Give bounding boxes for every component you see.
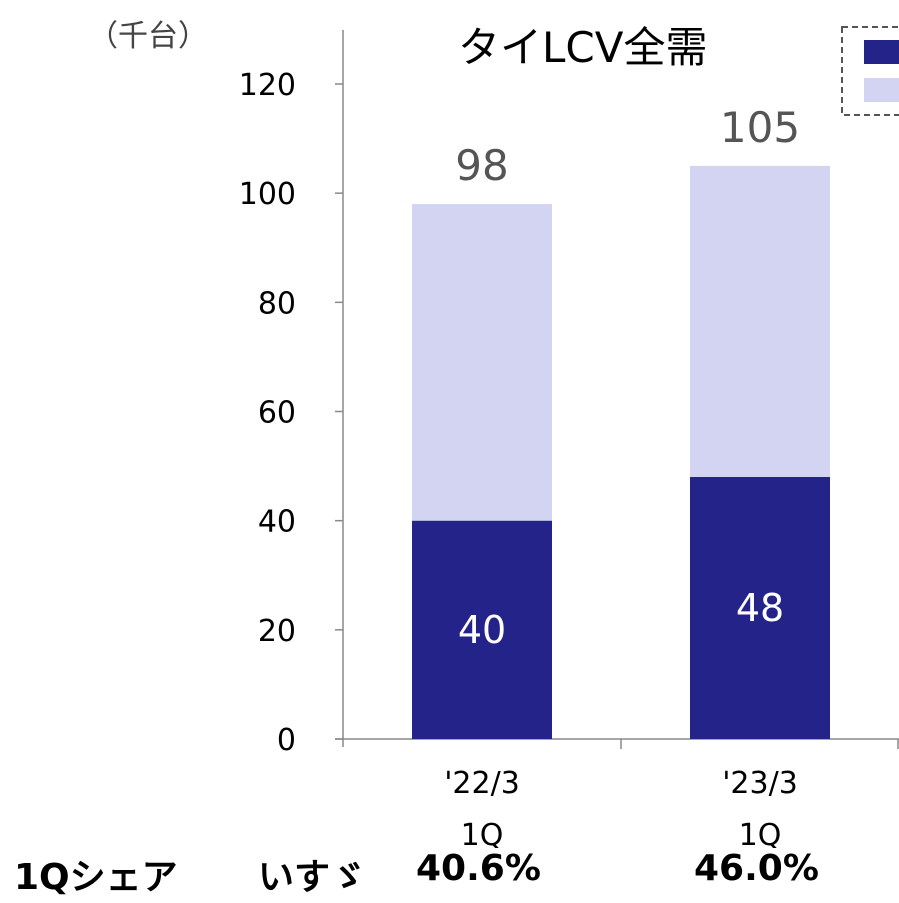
segment-label: 48 [736,586,784,630]
bars [412,165,830,739]
legend-swatch-1 [864,40,899,64]
data-labels: 40 98 48 105 [455,103,800,652]
total-label: 105 [720,103,800,152]
bar-segment [690,165,830,477]
share-value-1: 46.0% [694,848,819,889]
y-tick-label: 120 [239,68,296,103]
x-category-label: 1Q [739,818,782,848]
share-row-brand: いすゞ [258,857,367,898]
y-tick-label: 80 [258,286,296,321]
bar-segment [690,477,830,739]
total-label: 98 [455,141,508,190]
share-value-0: 40.6% [416,848,541,889]
legend [841,26,899,116]
x-category-label: '23/3 [722,766,798,801]
segment-label: 40 [458,608,506,652]
chart: （千台） タイLCV全需 0 20 40 60 80 100 120 '22/3 1Q '23/3… [88,19,899,848]
share-row-label: 1Qシェア [14,857,178,898]
axes: 0 20 40 60 80 100 120 '22/3 1Q '23/3 1Q [239,30,899,848]
x-category-label: 1Q [461,818,504,848]
share-row: 1Qシェア いすゞ 40.6% 46.0% [0,848,899,903]
y-tick-label: 20 [258,614,296,649]
bar-segment [412,204,552,521]
y-tick-label: 0 [277,723,296,758]
y-tick-label: 100 [239,177,296,212]
legend-swatch-2 [864,78,899,102]
chart-title: タイLCV全需 [458,23,707,72]
unit-label: （千台） [88,19,208,54]
legend-box [841,26,899,116]
y-tick-label: 40 [258,505,296,540]
y-tick-label: 60 [258,396,296,431]
bar-segment [412,520,552,739]
x-category-label: '22/3 [444,766,520,801]
